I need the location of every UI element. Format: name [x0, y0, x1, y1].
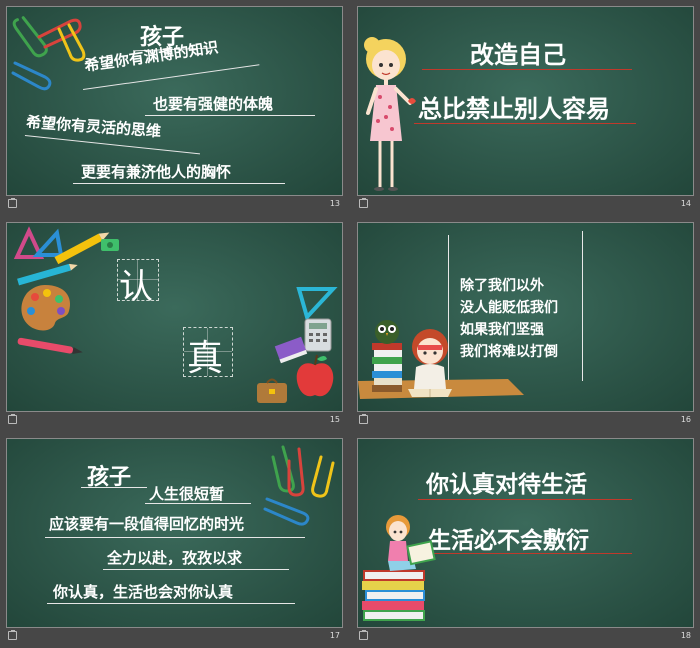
text-line: 如果我们坚强: [460, 322, 544, 338]
slide-title: 改造自己: [470, 41, 566, 69]
slide-icon: [8, 630, 17, 640]
triangle-ruler-icon: [296, 287, 338, 321]
chalk-line: [582, 231, 583, 381]
underline: [45, 537, 305, 538]
slide-thumbnail-17[interactable]: 孩子 人生很短暂 应该要有一段值得回忆的时光 全力以赴，孜孜以求 你认真，生活也…: [6, 438, 343, 648]
paperclip-icon: [11, 16, 86, 91]
text-line: 真: [187, 338, 224, 379]
slide-number: 14: [680, 199, 691, 208]
triangle-ruler-icon: [32, 228, 64, 257]
slide-footer: 14: [357, 197, 694, 215]
slide-footer: 13: [6, 197, 343, 215]
slide-icon: [8, 198, 17, 208]
owl-illustration: [375, 320, 399, 344]
slide-number: 17: [329, 631, 340, 640]
slide-icon: [8, 414, 17, 424]
pen-icon: [17, 337, 83, 354]
slide-footer: 18: [357, 629, 694, 647]
text-line: 全力以赴，孜孜以求: [107, 549, 243, 567]
books-illustration: [372, 343, 402, 392]
slide-thumbnail-18[interactable]: 你认真对待生活 生活必不会敷衍 18: [357, 438, 694, 648]
slide-canvas: 你认真对待生活 生活必不会敷衍: [357, 438, 694, 628]
slide-number: 18: [680, 631, 691, 640]
text-line: 人生很短暂: [149, 485, 225, 503]
text-line: 更要有兼济他人的胸怀: [81, 163, 232, 181]
slide-number: 16: [680, 415, 691, 424]
slide-icon: [359, 414, 368, 424]
underline: [47, 603, 295, 604]
slide-footer: 17: [6, 629, 343, 647]
slide-thumbnail-16[interactable]: 除了我们以外 没人能贬低我们 如果我们坚强 我们将难以打倒: [357, 222, 694, 432]
underline: [73, 183, 285, 184]
accent-line: [414, 123, 636, 124]
underline: [145, 115, 315, 116]
underline: [103, 569, 289, 570]
paperclip-icon: [263, 445, 335, 526]
slide-canvas: 认 真: [6, 222, 343, 412]
underline: [81, 487, 147, 488]
books-illustration: [362, 570, 425, 621]
text-line: 认: [119, 267, 153, 307]
text-line: 总比禁止别人容易: [418, 95, 610, 123]
slide-canvas: 改造自己 总比禁止别人容易: [357, 6, 694, 196]
accent-line: [418, 553, 632, 554]
underline: [145, 503, 251, 504]
slide-title: 孩子: [87, 465, 132, 490]
apple-icon: [296, 354, 334, 397]
accent-line: [422, 69, 632, 70]
slide-canvas: 孩子 希望你有渊博的知识 也要有强健的体魄 希望你有灵活的思维 更要有兼济他人的…: [6, 6, 343, 196]
palette-icon: [21, 285, 70, 331]
slide-number: 15: [329, 415, 340, 424]
slide-canvas: 孩子 人生很短暂 应该要有一段值得回忆的时光 全力以赴，孜孜以求 你认真，生活也…: [6, 438, 343, 628]
text-line: 也要有强健的体魄: [153, 95, 274, 113]
slide-canvas: 除了我们以外 没人能贬低我们 如果我们坚强 我们将难以打倒: [357, 222, 694, 412]
pencil-icon: [17, 263, 78, 286]
calculator-icon: [304, 318, 332, 352]
reading-girl-illustration: [386, 515, 436, 571]
text-line: 生活必不会敷衍: [428, 528, 589, 554]
text-line: 我们将难以打倒: [460, 344, 558, 360]
slide-title: 你认真对待生活: [426, 472, 587, 498]
slide-thumbnail-14[interactable]: 改造自己 总比禁止别人容易 14: [357, 6, 694, 216]
pencil-icon: [54, 232, 110, 265]
reading-girl-illustration: [408, 329, 452, 397]
sharpener-icon: [101, 239, 119, 251]
slide-thumbnail-15[interactable]: 认 真 15: [6, 222, 343, 432]
slide-footer: 16: [357, 413, 694, 431]
triangle-ruler-icon: [13, 226, 45, 259]
book-icon: [274, 336, 308, 364]
slide-footer: 15: [6, 413, 343, 431]
slide-number: 13: [329, 199, 340, 208]
slide-thumbnail-13[interactable]: 孩子 希望你有渊博的知识 也要有强健的体魄 希望你有灵活的思维 更要有兼济他人的…: [6, 6, 343, 216]
char-box: [183, 327, 233, 377]
text-line: 除了我们以外: [460, 278, 544, 294]
bag-icon: [257, 378, 287, 403]
slide-icon: [359, 630, 368, 640]
accent-line: [418, 499, 632, 500]
text-line: 你认真，生活也会对你认真: [53, 583, 234, 601]
text-line: 应该要有一段值得回忆的时光: [49, 515, 245, 533]
slide-title: 孩子: [140, 25, 185, 50]
text-line: 没人能贬低我们: [460, 300, 558, 316]
char-box: [117, 259, 159, 301]
slide-icon: [359, 198, 368, 208]
girl-illustration: [364, 37, 416, 191]
chalk-line: [448, 235, 449, 385]
